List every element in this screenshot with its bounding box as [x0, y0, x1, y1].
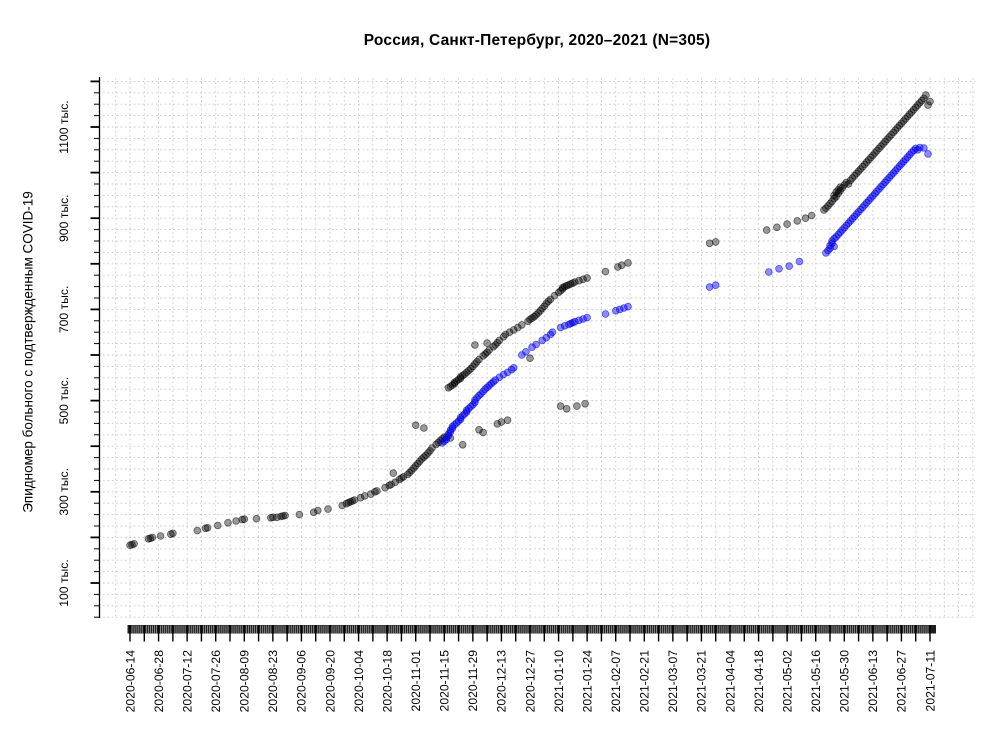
svg-text:300 тыс.: 300 тыс.: [57, 468, 71, 516]
y-tick-labels: 100 тыс. 300 тыс. 500 тыс. 700 тыс. 900 тыс.…: [57, 100, 71, 606]
svg-text:2020-10-18: 2020-10-18: [380, 650, 394, 713]
chart-title: Россия, Санкт-Петербург, 2020–2021 (N=30…: [363, 32, 711, 49]
grid: [103, 78, 975, 618]
svg-text:2020-09-06: 2020-09-06: [295, 650, 309, 713]
svg-text:2020-11-15: 2020-11-15: [438, 650, 452, 712]
x-tick-labels: 2020-06-14 2020-06-28 2020-07-12 2020-07-26…: [123, 650, 937, 713]
svg-text:2021-01-10: 2021-01-10: [552, 650, 566, 713]
svg-text:2021-04-04: 2021-04-04: [723, 650, 737, 713]
svg-text:2021-03-07: 2021-03-07: [666, 650, 680, 713]
svg-text:2020-06-28: 2020-06-28: [152, 650, 166, 713]
svg-text:500 тыс.: 500 тыс.: [57, 377, 71, 425]
svg-text:2020-12-13: 2020-12-13: [495, 650, 509, 713]
svg-text:2020-10-04: 2020-10-04: [352, 650, 366, 713]
y-axis: [90, 77, 101, 618]
svg-text:2020-11-01: 2020-11-01: [409, 650, 423, 712]
svg-text:2020-07-26: 2020-07-26: [209, 650, 223, 713]
svg-text:2020-08-23: 2020-08-23: [266, 650, 280, 713]
svg-text:700 тыс.: 700 тыс.: [57, 286, 71, 334]
svg-text:2021-06-13: 2021-06-13: [866, 650, 880, 713]
svg-text:2021-04-18: 2021-04-18: [752, 650, 766, 713]
svg-text:1100 тыс.: 1100 тыс.: [57, 100, 71, 153]
svg-text:2020-06-14: 2020-06-14: [123, 650, 137, 713]
svg-text:2020-07-12: 2020-07-12: [180, 650, 194, 713]
svg-text:2021-05-16: 2021-05-16: [809, 650, 823, 713]
svg-text:900 тыс.: 900 тыс.: [57, 194, 71, 242]
series-cases-black: [126, 91, 934, 549]
svg-text:2020-12-27: 2020-12-27: [523, 650, 537, 713]
x-axis: [127, 625, 936, 642]
svg-text:2021-06-27: 2021-06-27: [895, 650, 909, 713]
svg-text:2020-08-09: 2020-08-09: [238, 650, 252, 713]
svg-text:2021-01-24: 2021-01-24: [580, 650, 594, 713]
svg-text:2021-02-21: 2021-02-21: [638, 650, 652, 713]
svg-text:2021-05-30: 2021-05-30: [838, 650, 852, 713]
series-cases-blue: [438, 143, 932, 447]
svg-text:2021-07-11: 2021-07-11: [923, 650, 937, 712]
svg-text:2021-03-21: 2021-03-21: [695, 650, 709, 713]
svg-text:2021-02-07: 2021-02-07: [609, 650, 623, 713]
svg-text:2020-11-29: 2020-11-29: [466, 650, 480, 712]
svg-text:100 тыс.: 100 тыс.: [57, 559, 71, 607]
svg-text:2020-09-20: 2020-09-20: [323, 650, 337, 713]
svg-text:2021-05-02: 2021-05-02: [780, 650, 794, 713]
